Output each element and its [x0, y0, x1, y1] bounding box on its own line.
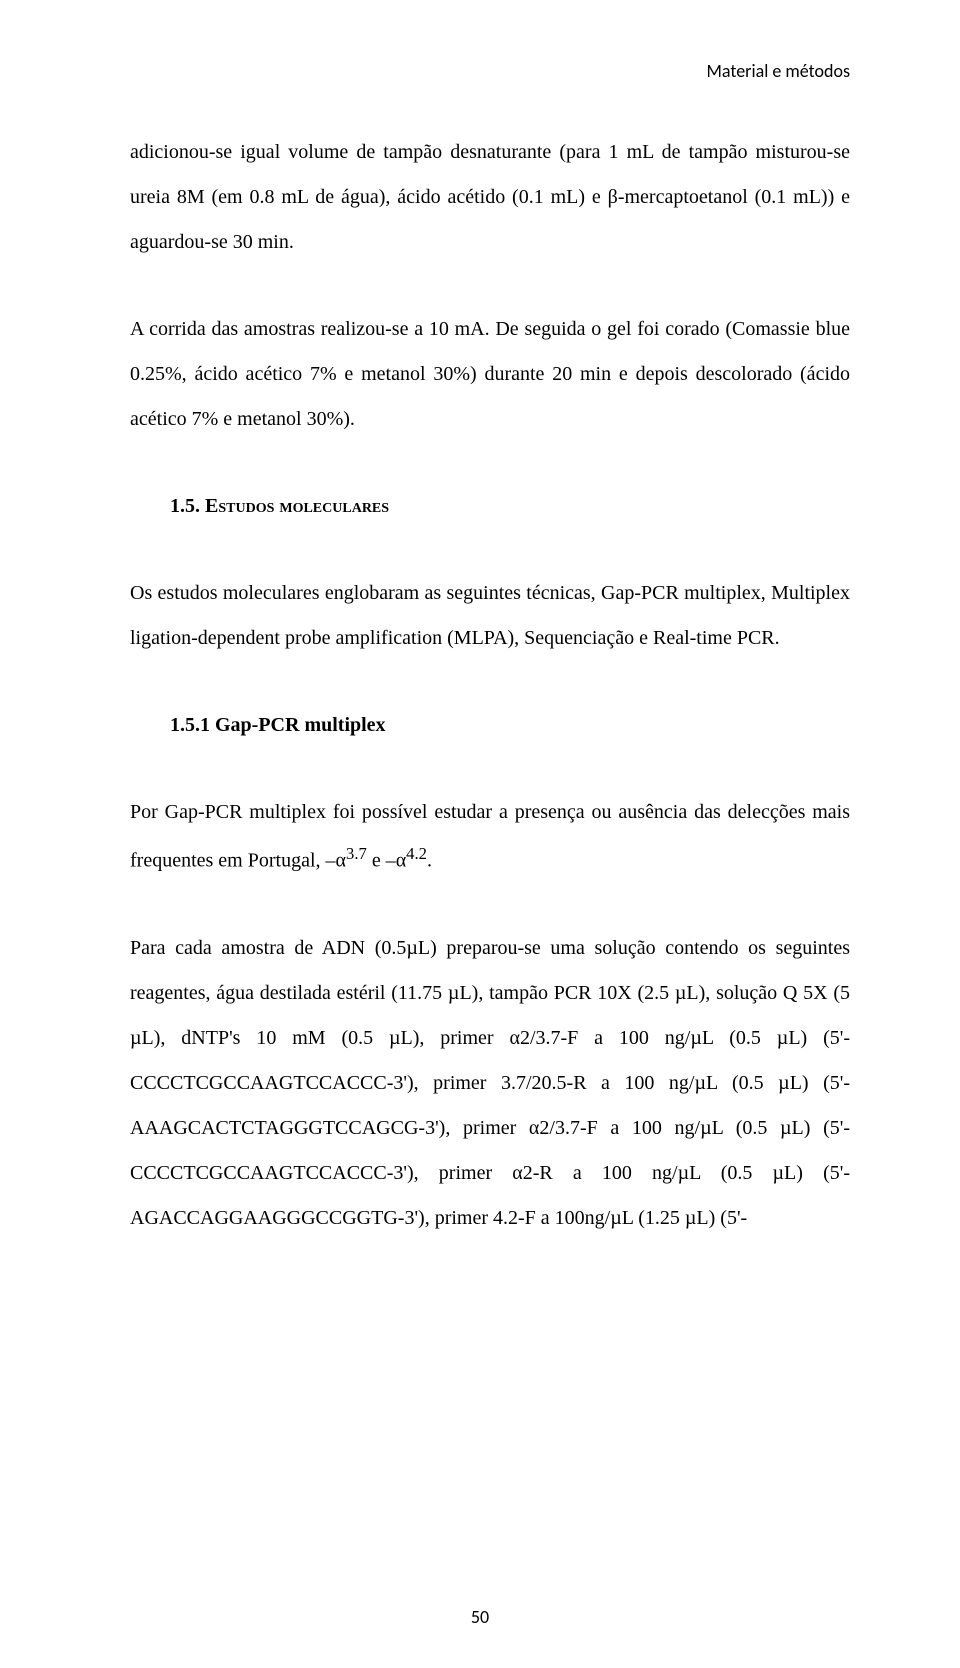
- subsection-title: 1.5.1 Gap-PCR multiplex: [170, 714, 386, 736]
- section-title-first: E: [205, 495, 218, 517]
- paragraph-4: Por Gap-PCR multiplex foi possível estud…: [130, 790, 850, 884]
- paragraph-1: adicionou-se igual volume de tampão desn…: [130, 130, 850, 265]
- page: Material e métodos adicionou-se igual vo…: [0, 0, 960, 1668]
- paragraph-5: Para cada amostra de ADN (0.5µL) preparo…: [130, 926, 850, 1241]
- subsection-heading-1-5-1: 1.5.1 Gap-PCR multiplex: [130, 703, 850, 748]
- paragraph-3: Os estudos moleculares englobaram as seg…: [130, 571, 850, 661]
- section-number: 1.5.: [170, 495, 205, 517]
- p4-mid: e –α: [367, 850, 406, 872]
- paragraph-2: A corrida das amostras realizou-se a 10 …: [130, 307, 850, 442]
- p4-part1: Por Gap-PCR multiplex foi possível estud…: [130, 801, 850, 872]
- p4-sup2: 4.2: [406, 844, 427, 863]
- p4-sup1: 3.7: [346, 844, 367, 863]
- p4-part2: .: [427, 850, 432, 872]
- running-head: Material e métodos: [130, 60, 850, 82]
- section-heading-1-5: 1.5. Estudos moleculares: [130, 484, 850, 529]
- page-number: 50: [0, 1606, 960, 1628]
- section-title-rest: studos moleculares: [218, 495, 389, 517]
